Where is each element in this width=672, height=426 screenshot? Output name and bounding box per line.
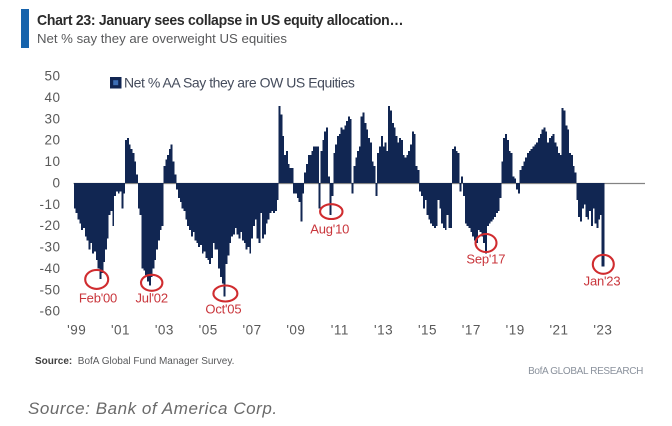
svg-text:Sep'17: Sep'17 (466, 252, 505, 267)
svg-text:0: 0 (52, 175, 60, 190)
svg-text:10: 10 (44, 154, 60, 169)
svg-text:'23: '23 (593, 323, 612, 338)
svg-text:'99: '99 (67, 323, 86, 338)
svg-text:'11: '11 (331, 323, 349, 338)
svg-text:30: 30 (44, 111, 60, 126)
svg-text:'07: '07 (243, 323, 262, 338)
svg-text:-20: -20 (39, 218, 60, 233)
svg-text:-30: -30 (39, 240, 60, 255)
svg-text:Oct'05: Oct'05 (205, 302, 241, 317)
svg-text:-50: -50 (39, 282, 60, 297)
svg-text:'17: '17 (462, 323, 481, 338)
svg-text:Net % AA Say they are OW US Eq: Net % AA Say they are OW US Equities (124, 75, 355, 91)
svg-text:'03: '03 (155, 323, 174, 338)
svg-text:'19: '19 (506, 323, 525, 338)
svg-text:-40: -40 (39, 261, 60, 276)
svg-text:'01: '01 (111, 323, 130, 338)
svg-text:Feb'00: Feb'00 (79, 291, 117, 306)
svg-text:-60: -60 (39, 304, 60, 319)
svg-text:Aug'10: Aug'10 (310, 222, 349, 237)
svg-text:Jan'23: Jan'23 (584, 274, 621, 289)
svg-text:-10: -10 (39, 197, 60, 212)
svg-text:50: 50 (44, 69, 60, 84)
svg-text:40: 40 (44, 90, 60, 105)
svg-text:Jul'02: Jul'02 (136, 291, 168, 306)
svg-text:'09: '09 (286, 323, 305, 338)
svg-text:'21: '21 (549, 323, 568, 338)
svg-text:20: 20 (44, 133, 60, 148)
svg-text:'13: '13 (374, 323, 393, 338)
svg-text:'15: '15 (418, 323, 437, 338)
svg-text:'05: '05 (199, 323, 218, 338)
